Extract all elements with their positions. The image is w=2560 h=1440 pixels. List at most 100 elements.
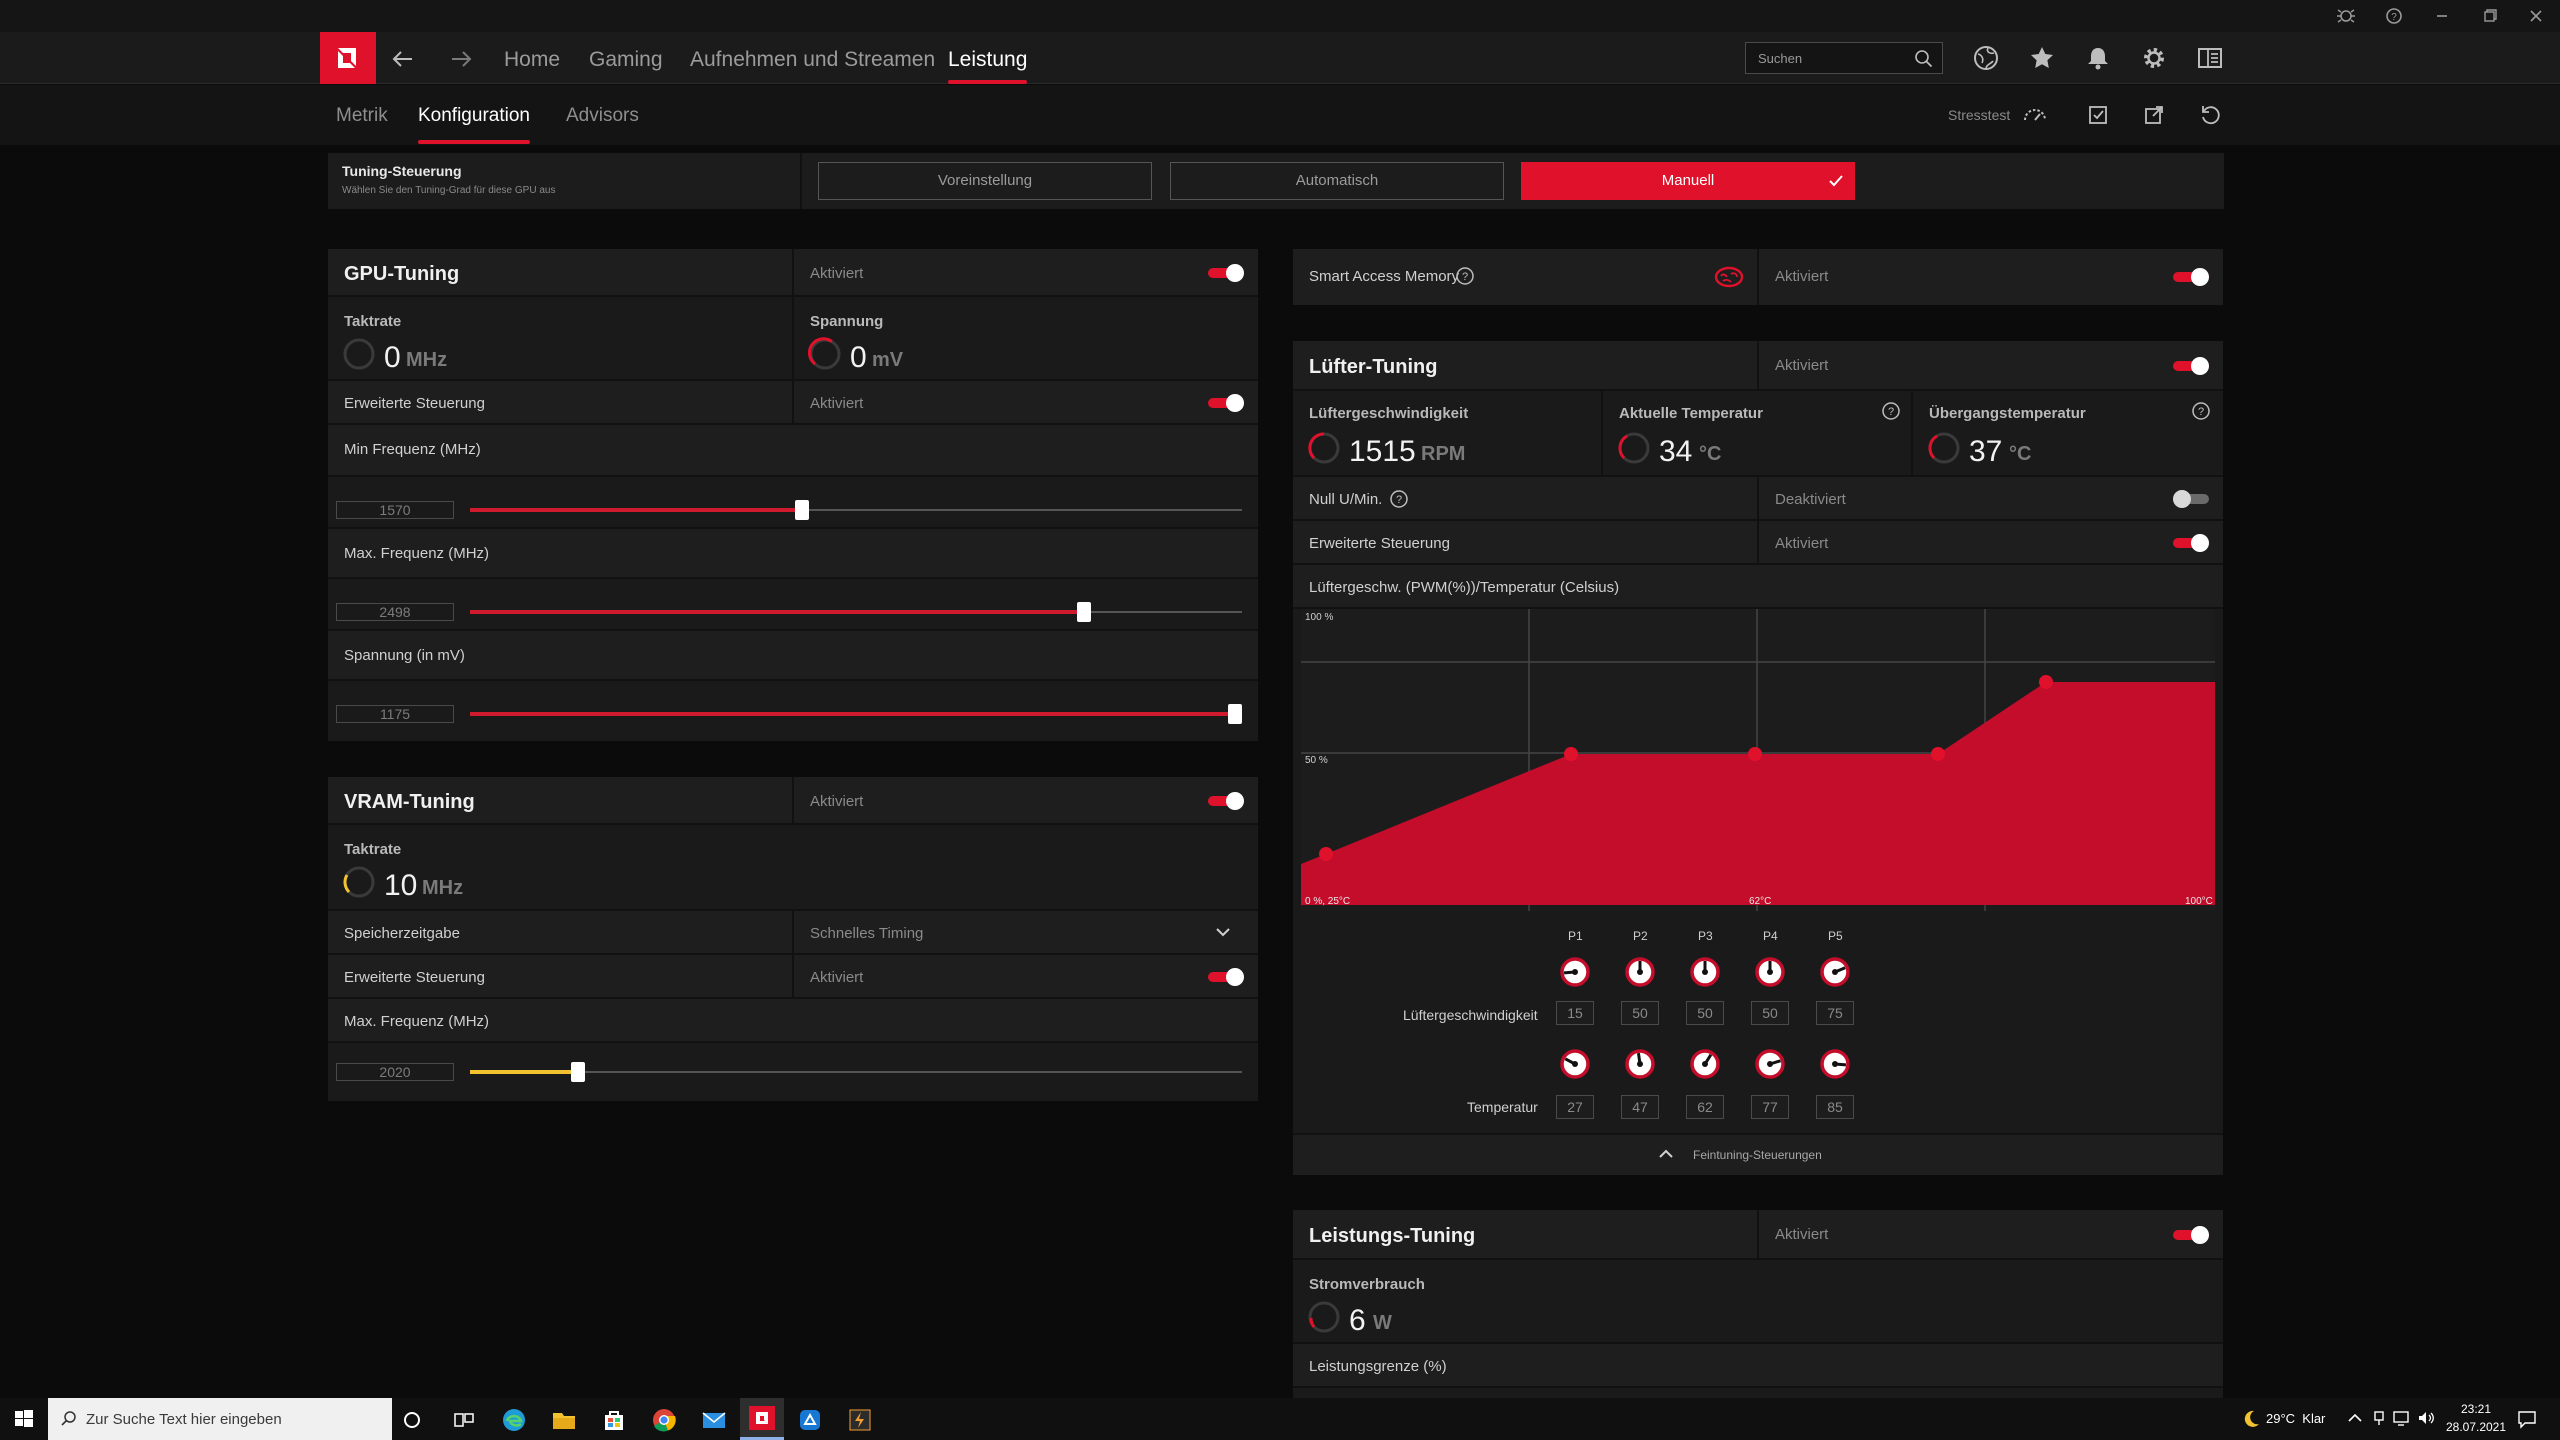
info-icon[interactable]: ? (2191, 401, 2211, 421)
point-knob[interactable] (1755, 957, 1785, 987)
max-freq-slider[interactable] (470, 602, 1242, 622)
memory-timing-row[interactable]: Speicherzeitgabe Schnelles Timing (328, 911, 1258, 955)
fan-curve-chart[interactable]: 100 % 50 % 0 %, 25°C 62°C 100°C (1301, 609, 2215, 911)
temperature-knobs[interactable] (1557, 1047, 1869, 1081)
point-knob[interactable] (1560, 1049, 1590, 1079)
globe-icon[interactable] (1972, 44, 2000, 72)
back-arrow-icon[interactable] (388, 44, 418, 74)
app-lightning-icon[interactable] (846, 1406, 874, 1434)
fan-speed-knobs[interactable] (1557, 955, 1869, 989)
export-profile-icon[interactable] (2142, 103, 2166, 127)
edge-browser-icon[interactable] (500, 1406, 528, 1434)
nav-tab-gaming[interactable]: Gaming (589, 48, 663, 71)
temperature-p2-box[interactable]: 47 (1621, 1095, 1659, 1119)
clock-date[interactable]: 28.07.2021 (2445, 1420, 2507, 1434)
weather-text[interactable]: 29°C Klar (2266, 1411, 2326, 1426)
clock-time[interactable]: 23:21 (2460, 1402, 2492, 1416)
fan-speed-p3-box[interactable]: 50 (1686, 1001, 1724, 1025)
search-icon[interactable] (1914, 49, 1934, 69)
fan-speed-p5-box[interactable]: 75 (1816, 1001, 1854, 1025)
search-box[interactable]: Suchen (1745, 42, 1943, 74)
windows-start-icon[interactable] (0, 1398, 48, 1440)
notification-center-icon[interactable] (2516, 1409, 2538, 1429)
fan-advanced-toggle[interactable] (2173, 534, 2209, 552)
nav-tab-recording[interactable]: Aufnehmen und Streamen (690, 48, 936, 71)
sidebar-layout-icon[interactable] (2196, 44, 2224, 72)
gpu-advanced-toggle[interactable] (1208, 394, 1244, 412)
bug-report-icon[interactable] (2322, 0, 2370, 32)
amd-software-taskbar-icon[interactable] (740, 1398, 784, 1440)
sub-tab-metrics[interactable]: Metrik (336, 105, 388, 126)
volume-icon[interactable] (2416, 1409, 2436, 1427)
min-freq-slider[interactable] (470, 500, 1242, 520)
sub-tab-configuration[interactable]: Konfiguration (418, 85, 530, 144)
restore-icon[interactable] (2466, 0, 2514, 32)
slider-thumb[interactable] (1076, 602, 1091, 622)
fan-speed-p1-box[interactable]: 15 (1556, 1001, 1594, 1025)
star-icon[interactable] (2028, 44, 2056, 72)
voltage-slider[interactable] (470, 704, 1242, 724)
point-knob[interactable] (1820, 1049, 1850, 1079)
bell-icon[interactable] (2084, 44, 2112, 72)
store-icon[interactable] (600, 1406, 628, 1434)
temperature-p3-box[interactable]: 62 (1686, 1095, 1724, 1119)
stresstest-gauge-icon[interactable] (2022, 103, 2048, 125)
point-knob[interactable] (1690, 957, 1720, 987)
chevron-down-icon[interactable] (1214, 925, 1232, 939)
close-icon[interactable] (2512, 0, 2560, 32)
zero-rpm-toggle[interactable] (2173, 490, 2209, 508)
point-knob[interactable] (1625, 957, 1655, 987)
point-knob[interactable] (1560, 957, 1590, 987)
mail-icon[interactable] (700, 1406, 728, 1434)
point-knob[interactable] (1625, 1049, 1655, 1079)
save-profile-icon[interactable] (2086, 103, 2110, 127)
temperature-p4-box[interactable]: 77 (1751, 1095, 1789, 1119)
app-blue-icon[interactable] (796, 1406, 824, 1434)
fan-tuning-toggle[interactable] (2173, 357, 2209, 375)
point-knob[interactable] (1690, 1049, 1720, 1079)
vram-tuning-toggle[interactable] (1208, 792, 1244, 810)
curve-point-p5[interactable] (2039, 675, 2053, 689)
weather-moon-icon[interactable] (2240, 1408, 2262, 1430)
fan-speed-p2-box[interactable]: 50 (1621, 1001, 1659, 1025)
voltage-value-box[interactable]: 1175 (336, 705, 454, 723)
chrome-icon[interactable] (650, 1406, 678, 1434)
temperature-p1-box[interactable]: 27 (1556, 1095, 1594, 1119)
min-freq-value-box[interactable]: 1570 (336, 501, 454, 519)
point-knob[interactable] (1820, 957, 1850, 987)
curve-point-p2[interactable] (1564, 747, 1578, 761)
power-tuning-toggle[interactable] (2173, 1226, 2209, 1244)
slider-thumb[interactable] (794, 500, 809, 520)
automatic-button[interactable]: Automatisch (1170, 162, 1504, 200)
info-icon[interactable]: ? (1389, 489, 1409, 509)
vram-max-freq-value-box[interactable]: 2020 (336, 1063, 454, 1081)
file-explorer-icon[interactable] (550, 1406, 578, 1434)
info-icon[interactable]: ? (1455, 266, 1475, 286)
temperature-p5-box[interactable]: 85 (1816, 1095, 1854, 1119)
taskbar-search-box[interactable]: Zur Suche Text hier eingeben (48, 1398, 392, 1440)
curve-point-p4[interactable] (1931, 747, 1945, 761)
gear-icon[interactable] (2140, 44, 2168, 72)
fan-speed-p4-box[interactable]: 50 (1751, 1001, 1789, 1025)
network-icon[interactable] (2392, 1409, 2412, 1427)
help-icon[interactable]: ? (2370, 0, 2418, 32)
preset-button[interactable]: Voreinstellung (818, 162, 1152, 200)
sub-tab-advisors[interactable]: Advisors (566, 105, 639, 126)
fine-tuning-row[interactable]: Feintuning-Steuerungen (1293, 1133, 2223, 1175)
curve-point-p3[interactable] (1748, 747, 1762, 761)
sam-toggle[interactable] (2173, 268, 2209, 286)
gpu-tuning-toggle[interactable] (1208, 264, 1244, 282)
nav-tab-home[interactable]: Home (504, 48, 561, 71)
task-view-icon[interactable] (452, 1408, 476, 1432)
forward-arrow-icon[interactable] (446, 44, 476, 74)
vram-max-freq-slider[interactable] (470, 1062, 1242, 1082)
curve-point-p1[interactable] (1319, 847, 1333, 861)
cortana-icon[interactable] (400, 1408, 424, 1432)
reset-icon[interactable] (2198, 103, 2222, 127)
max-freq-value-box[interactable]: 2498 (336, 603, 454, 621)
stresstest-label[interactable]: Stresstest (1948, 107, 2011, 123)
chevron-up-icon[interactable] (1658, 1148, 1674, 1160)
fan-curve-points[interactable] (1319, 675, 2053, 861)
manual-button[interactable]: Manuell (1521, 162, 1855, 200)
point-knob[interactable] (1755, 1049, 1785, 1079)
